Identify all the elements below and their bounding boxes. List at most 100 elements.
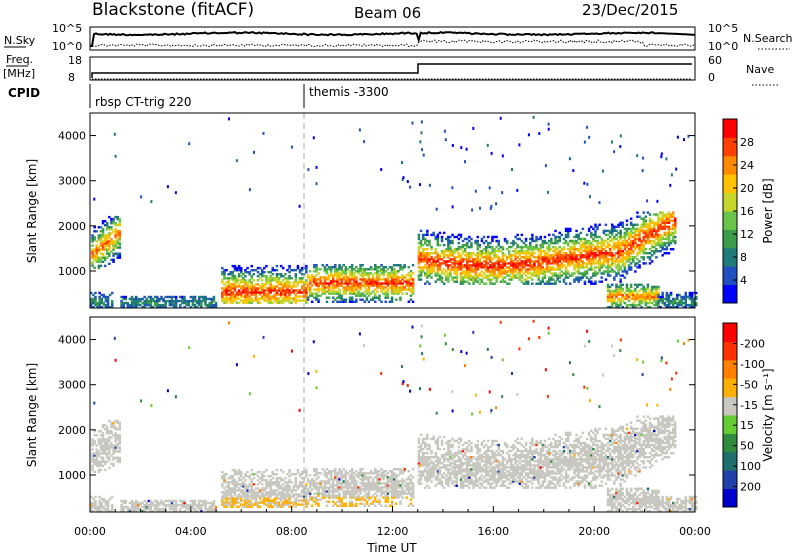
velocity-cell bbox=[303, 503, 306, 506]
velocity-cell bbox=[139, 503, 142, 507]
power-cell bbox=[615, 274, 618, 277]
power-cell bbox=[419, 274, 423, 277]
power-cell bbox=[667, 229, 671, 233]
power-cell bbox=[613, 291, 616, 295]
power-cell bbox=[221, 281, 224, 284]
power-cell bbox=[99, 260, 103, 263]
power-cell bbox=[518, 245, 521, 249]
power-cell bbox=[554, 241, 557, 245]
power-cell bbox=[482, 252, 486, 255]
power-cell bbox=[363, 268, 366, 271]
power-cell bbox=[497, 239, 500, 243]
power-cell bbox=[619, 134, 622, 138]
power-cell bbox=[101, 248, 105, 251]
power-cell bbox=[625, 260, 629, 263]
power-cell bbox=[126, 303, 130, 307]
power-cell bbox=[466, 260, 469, 263]
power-cell bbox=[392, 282, 396, 285]
power-cell bbox=[361, 264, 364, 267]
power-cell bbox=[237, 269, 241, 272]
power-cell bbox=[608, 274, 612, 277]
power-cell bbox=[629, 262, 633, 265]
power-cell bbox=[170, 297, 174, 301]
power-cell bbox=[267, 289, 270, 292]
power-cell bbox=[541, 270, 545, 273]
velocity-cell bbox=[342, 474, 345, 477]
velocity-cell bbox=[336, 490, 339, 493]
power-cell bbox=[140, 195, 143, 199]
power-cell bbox=[466, 268, 469, 271]
power-cell bbox=[608, 258, 612, 261]
power-cell bbox=[432, 260, 435, 263]
power-cell bbox=[108, 293, 112, 297]
power-cell bbox=[225, 299, 228, 302]
power-cell bbox=[674, 306, 677, 309]
power-cell bbox=[321, 282, 324, 285]
power-cell bbox=[466, 274, 469, 277]
power-cell bbox=[417, 235, 421, 239]
velocity-cell bbox=[233, 487, 237, 490]
power-cell bbox=[539, 282, 542, 285]
velocity-cell bbox=[294, 479, 298, 482]
velocity-cell bbox=[210, 503, 214, 507]
power-cell bbox=[453, 280, 456, 283]
power-cell bbox=[294, 301, 298, 304]
power-cell bbox=[516, 272, 519, 275]
power-cell bbox=[90, 291, 93, 295]
velocity-cell bbox=[252, 473, 256, 476]
power-cell bbox=[229, 277, 232, 280]
velocity-cell bbox=[340, 476, 343, 479]
power-cell bbox=[642, 156, 645, 160]
power-cell bbox=[474, 258, 477, 261]
power-cell bbox=[100, 293, 103, 297]
velocity-cell bbox=[227, 503, 230, 506]
power-cell bbox=[300, 299, 304, 302]
power-cell bbox=[426, 272, 429, 275]
power-cell bbox=[390, 296, 394, 299]
velocity-cell bbox=[132, 503, 136, 507]
power-cell bbox=[397, 278, 400, 281]
power-cell bbox=[472, 126, 475, 130]
power-cell bbox=[170, 303, 174, 307]
velocity-cell bbox=[323, 472, 327, 475]
power-cell bbox=[103, 240, 107, 243]
power-cell bbox=[627, 287, 631, 291]
power-cell bbox=[600, 248, 603, 251]
velocity-cell bbox=[242, 499, 245, 502]
power-cell bbox=[583, 241, 587, 245]
power-cell bbox=[491, 250, 494, 253]
power-cell bbox=[598, 258, 601, 261]
velocity-cell bbox=[174, 499, 178, 503]
power-cell bbox=[611, 223, 614, 226]
power-cell bbox=[336, 270, 339, 273]
power-cell bbox=[170, 295, 174, 299]
power-cell bbox=[585, 270, 589, 273]
velocity-cell bbox=[353, 482, 356, 485]
power-cell bbox=[644, 301, 648, 305]
power-cell bbox=[350, 284, 354, 287]
velocity-cell bbox=[135, 501, 138, 505]
power-cell bbox=[625, 287, 629, 291]
power-cell bbox=[336, 282, 339, 285]
power-cell bbox=[90, 306, 93, 309]
power-cell bbox=[583, 256, 587, 259]
power-cell bbox=[592, 254, 595, 257]
power-cell bbox=[604, 223, 608, 226]
power-cell bbox=[332, 292, 335, 295]
velocity-cell bbox=[179, 503, 182, 507]
power-cell bbox=[327, 276, 331, 279]
power-cell bbox=[533, 266, 536, 269]
power-cell bbox=[476, 245, 479, 249]
power-cell bbox=[655, 241, 658, 245]
power-cell bbox=[674, 299, 677, 303]
velocity-cell bbox=[273, 493, 277, 496]
power-cell bbox=[434, 252, 437, 255]
power-cell bbox=[361, 284, 364, 287]
power-cell bbox=[321, 284, 324, 287]
velocity-cell bbox=[338, 468, 341, 471]
power-cell bbox=[655, 289, 658, 293]
power-cell bbox=[459, 280, 463, 283]
power-cell bbox=[636, 154, 639, 158]
power-cell bbox=[327, 268, 331, 271]
power-cell bbox=[277, 283, 281, 286]
